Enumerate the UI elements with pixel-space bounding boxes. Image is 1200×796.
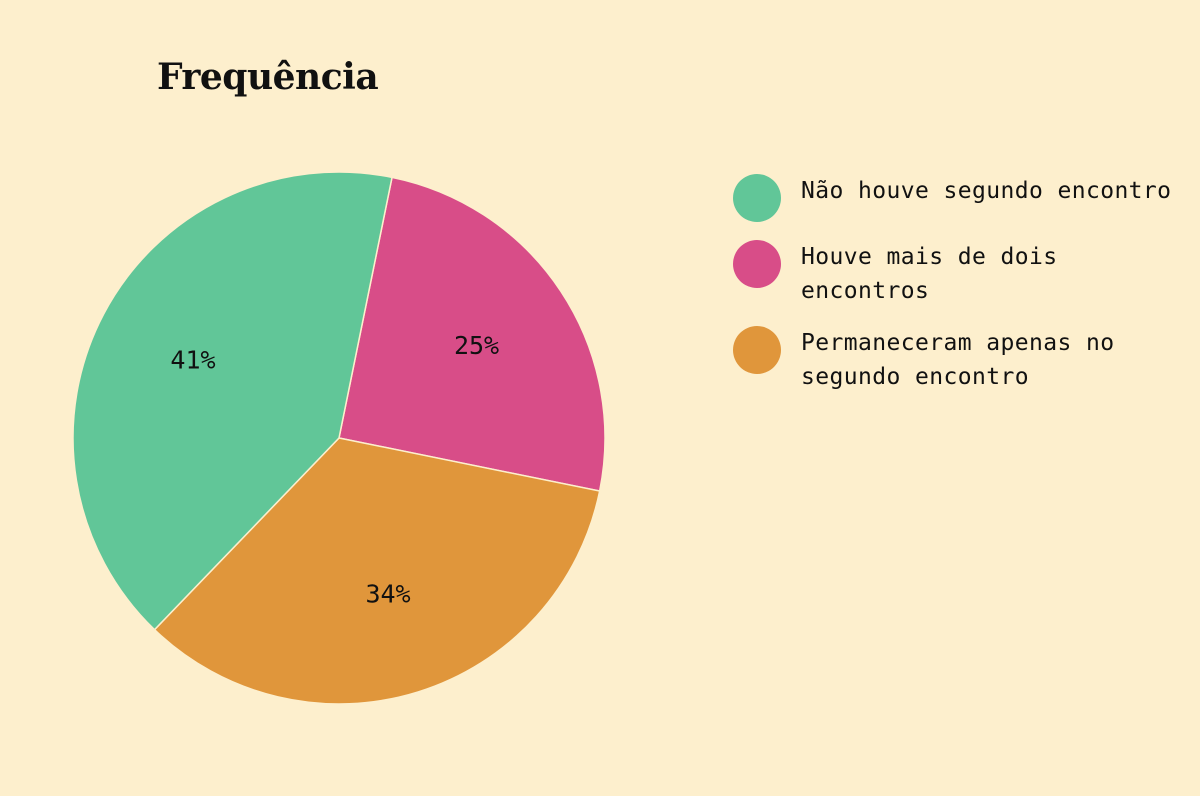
pie-chart: 25% 34% 41%: [72, 171, 606, 705]
legend: Não houve segundo encontro Houve mais de…: [733, 174, 1173, 412]
legend-label: Não houve segundo encontro: [801, 178, 1172, 204]
pie-slice: [153, 437, 601, 705]
legend-swatch: [733, 174, 781, 222]
legend-label: Houve mais de dois encontros: [801, 244, 1058, 304]
legend-label: Permaneceram apenas no segundo encontro: [801, 330, 1115, 390]
slice-value-label: 41%: [170, 345, 215, 374]
legend-item: Não houve segundo encontro: [733, 174, 1173, 222]
legend-item: Houve mais de dois encontros: [733, 240, 1173, 308]
pie-slice: [72, 171, 393, 631]
legend-item: Permaneceram apenas no segundo encontro: [733, 326, 1173, 394]
slice-value-label: 34%: [365, 579, 410, 608]
pie-slice: [338, 176, 606, 492]
legend-swatch: [733, 326, 781, 374]
slice-value-label: 25%: [454, 331, 499, 360]
legend-swatch: [733, 240, 781, 288]
chart-title: Frequência: [157, 56, 379, 98]
